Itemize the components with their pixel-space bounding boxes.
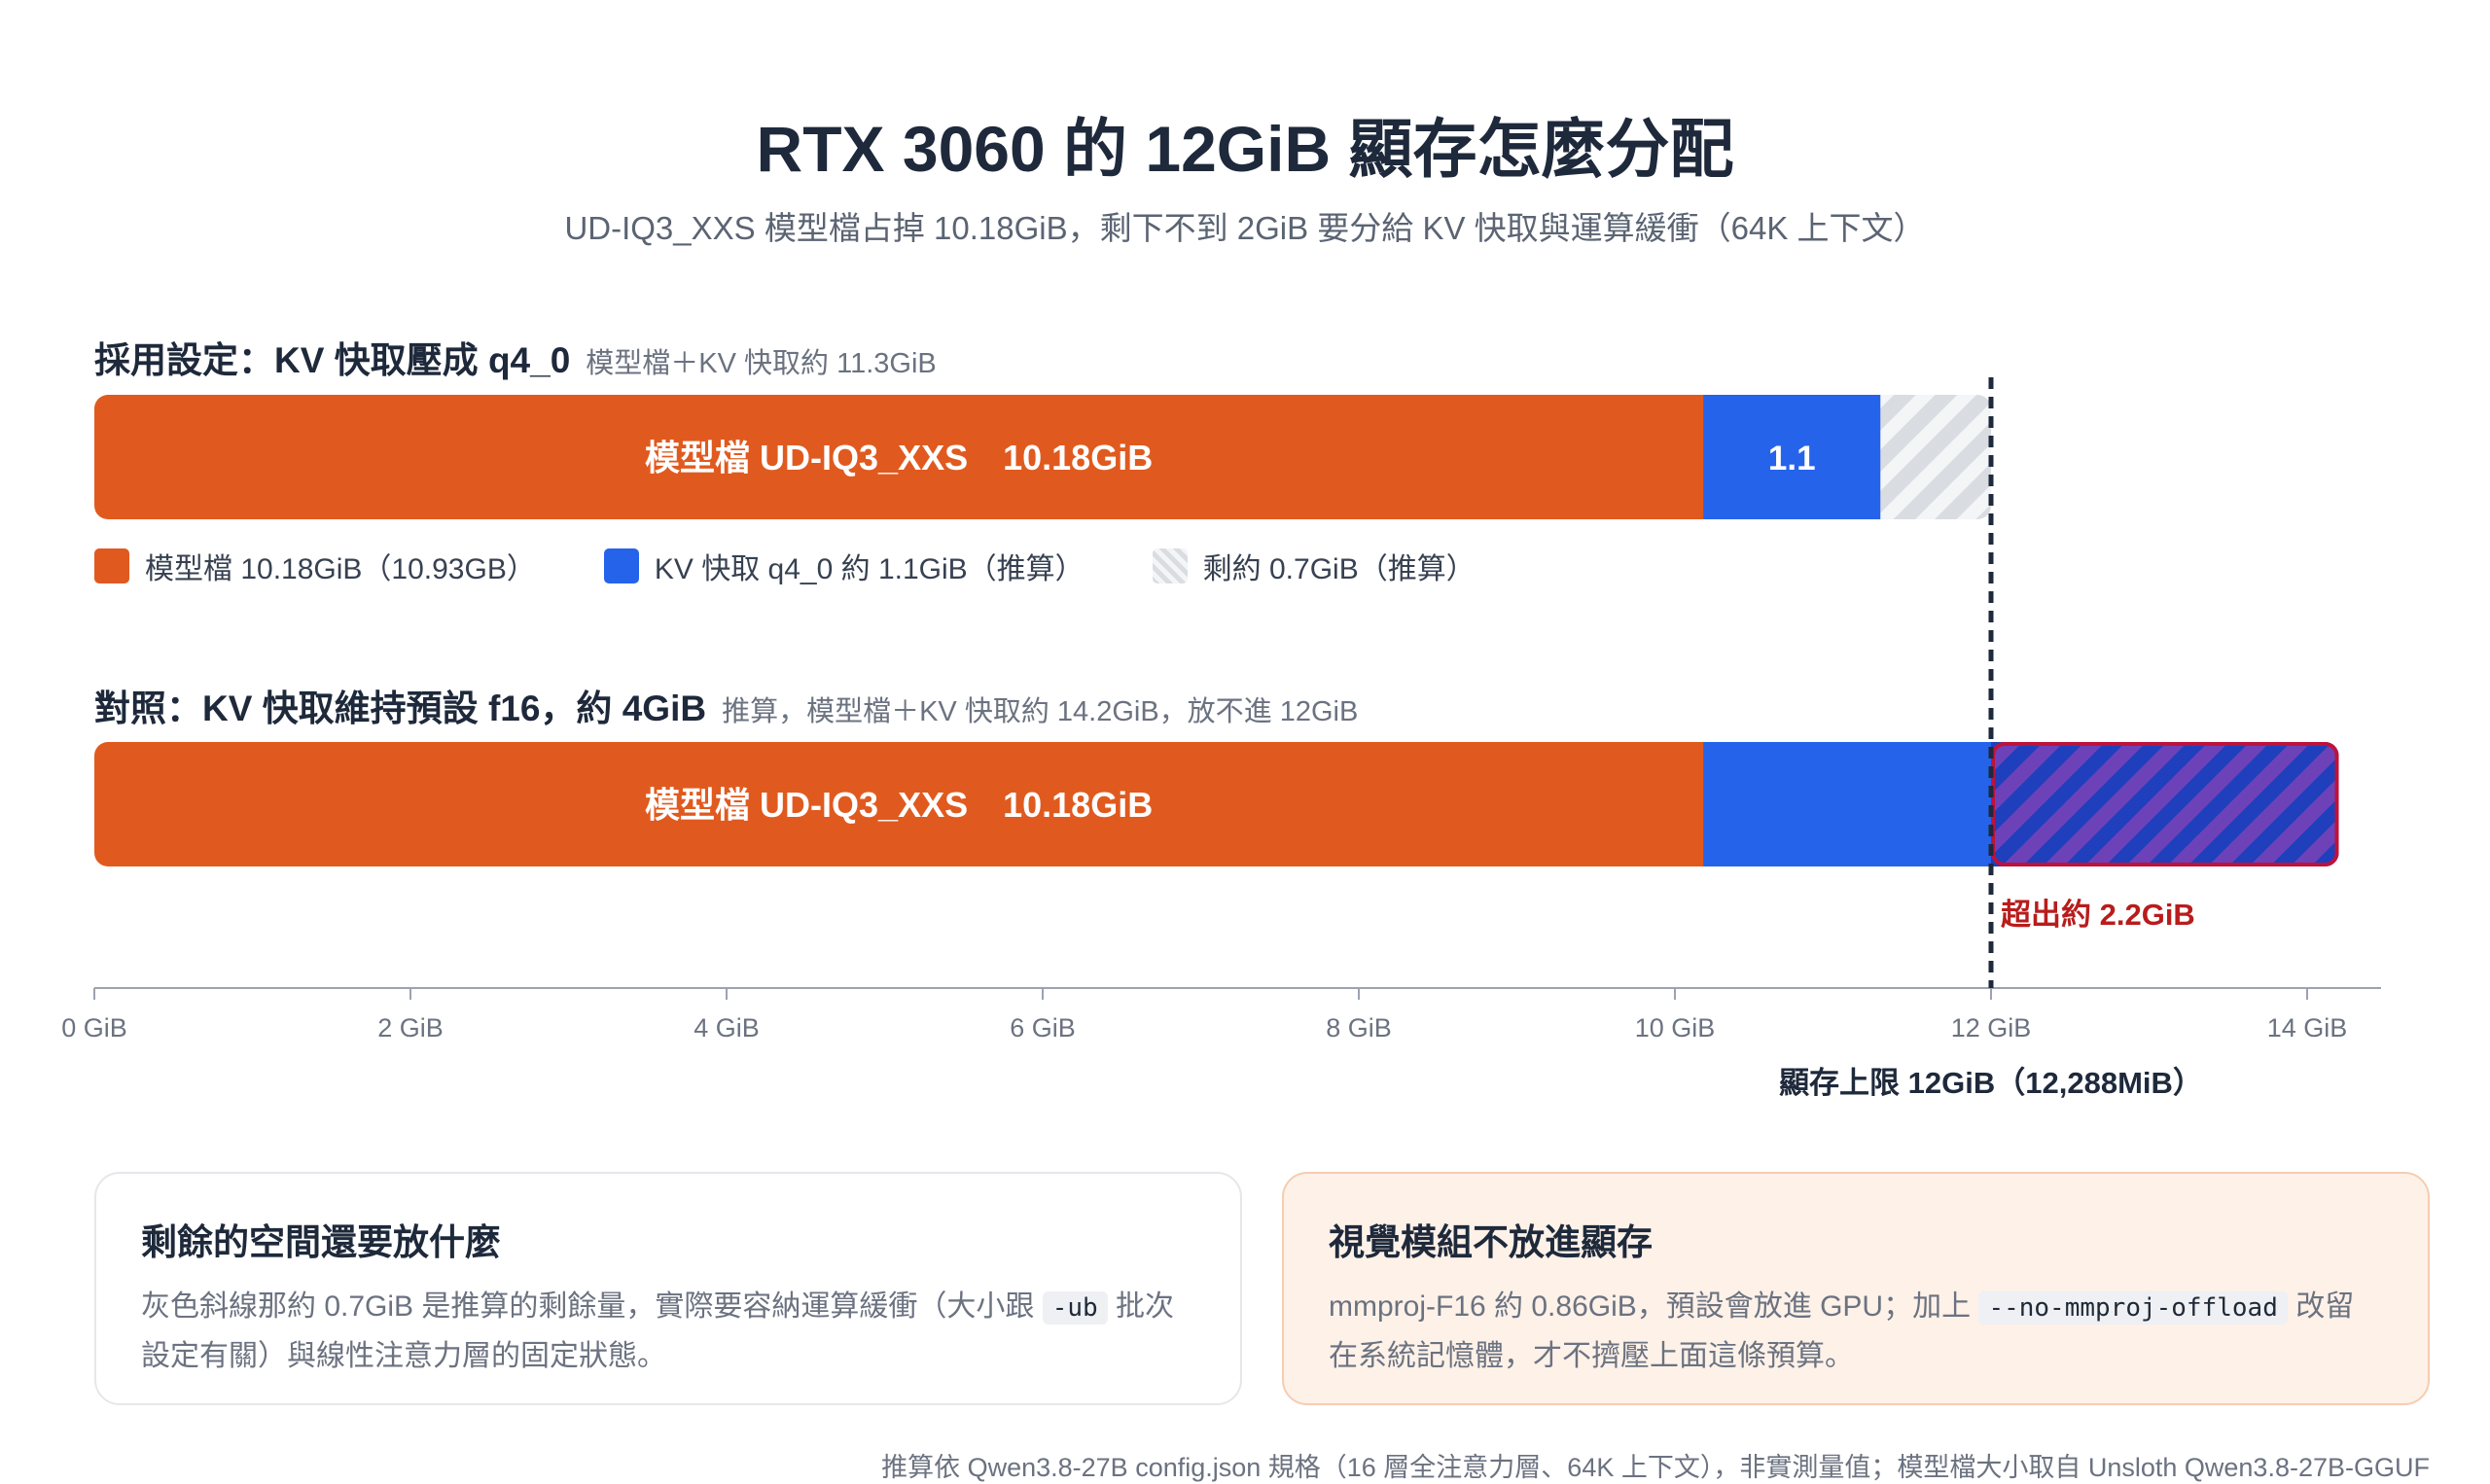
legend-item-model: 模型檔 10.18GiB（10.93GB） (94, 545, 536, 587)
card-vision-module-title: 視覺模組不放進顯存 (1329, 1222, 1653, 1262)
legend-item-kv: KV 快取 q4_0 約 1.1GiB（推算） (603, 545, 1085, 587)
bar-0-label-model: 模型檔 UD-IQ3_XXS 10.18GiB (645, 438, 1153, 477)
x-tick-label-12: 12 GiB (1951, 1013, 2032, 1042)
chart-subtitle: UD-IQ3_XXS 模型檔占掉 10.18GiB，剩下不到 2GiB 要分給 … (564, 210, 1926, 246)
legend-label-model: 模型檔 10.18GiB（10.93GB） (145, 553, 536, 585)
bar-1-segment-overflow (1991, 742, 2339, 866)
legend: 模型檔 10.18GiB（10.93GB） KV 快取 q4_0 約 1.1Gi… (94, 545, 1544, 587)
section-compare-note: 推算，模型檔＋KV 快取約 14.2GiB，放不進 12GiB (722, 696, 1359, 727)
overflow-note: 超出約 2.2GiB (2001, 898, 2195, 932)
bar-0-segment-kv (1703, 395, 1881, 519)
section-adopted-note: 模型檔＋KV 快取約 11.3GiB (586, 348, 937, 379)
x-tick-label-6: 6 GiB (1010, 1013, 1076, 1042)
section-compare-header: 對照：KV 快取維持預設 f16，約 4GiB 推算，模型檔＋KV 快取約 14.… (94, 679, 1358, 731)
legend-swatch-remaining (1152, 548, 1188, 583)
bar-0-label-kv: 1.1 (1768, 440, 1816, 477)
legend-label-kv: KV 快取 q4_0 約 1.1GiB（推算） (654, 553, 1085, 585)
x-axis: 0 GiB 2 GiB 4 GiB 6 GiB 8 GiB 10 GiB 12 GiB 14 … (61, 987, 2381, 1042)
card-remaining-space-body: 灰色斜線那約 0.7GiB 是推算的剩餘量，實際要容納運算緩衝（大小跟 -ub … (141, 1283, 1195, 1380)
chart-title: RTX 3060 的 12GiB 顯存怎麼分配 (756, 113, 1734, 185)
code-no-mmproj-offload: --no-mmproj-offload (1978, 1291, 2288, 1325)
section-compare-heading: 對照：KV 快取維持預設 f16，約 4GiB (94, 689, 707, 728)
card-remaining-space-title: 剩餘的空間還要放什麼 (141, 1222, 501, 1262)
card-remaining-space: 剩餘的空間還要放什麼 灰色斜線那約 0.7GiB 是推算的剩餘量，實際要容納運算… (94, 1172, 1242, 1405)
card-vision-module: 視覺模組不放進顯存 mmproj-F16 約 0.86GiB，預設會放進 GPU… (1282, 1172, 2430, 1405)
bar-1-segment-model (94, 742, 1704, 866)
vram-limit-label: 顯存上限 12GiB（12,288MiB） (1779, 1066, 2203, 1100)
bar-1-overflow-border (1991, 742, 2339, 866)
bar-0-segment-model (94, 395, 1704, 519)
card-remaining-space-text-2: 批次設定有關）與線性注意力層的固定狀態。 (141, 1290, 1175, 1372)
x-tick-label-14: 14 GiB (2267, 1013, 2348, 1042)
footnote: 推算依 Qwen3.8-27B config.json 規格（16 層全注意力層… (881, 1453, 2430, 1482)
bar-0 (94, 395, 1991, 519)
section-adopted-heading: 採用設定：KV 快取壓成 q4_0 (94, 340, 571, 380)
legend-swatch-kv (603, 548, 639, 583)
stacked-bar-chart: 模型檔 UD-IQ3_XXS 10.18GiB 1.1 模型檔 UD-IQ3_XXS… (61, 377, 2381, 1042)
card-remaining-space-text-1: 灰色斜線那約 0.7GiB 是推算的剩餘量，實際要容納運算緩衝（大小跟 (141, 1290, 1043, 1323)
x-tick-label-0: 0 GiB (61, 1013, 127, 1042)
legend-label-remaining: 剩約 0.7GiB（推算） (1202, 553, 1476, 585)
card-vision-module-body: mmproj-F16 約 0.86GiB，預設會放進 GPU；加上 --no-m… (1329, 1283, 2383, 1380)
section-adopted-header: 採用設定：KV 快取壓成 q4_0 模型檔＋KV 快取約 11.3GiB (94, 331, 937, 383)
legend-swatch-model (94, 548, 129, 583)
x-tick-label-2: 2 GiB (377, 1013, 444, 1042)
bar-1-label-model: 模型檔 UD-IQ3_XXS 10.18GiB (645, 785, 1153, 825)
card-vision-module-text-2: 改留在系統記憶體，才不擠壓上面這條預算。 (1329, 1290, 2355, 1372)
legend-item-remaining: 剩約 0.7GiB（推算） (1152, 545, 1476, 587)
x-tick-label-10: 10 GiB (1635, 1013, 1716, 1042)
x-tick-label-8: 8 GiB (1326, 1013, 1392, 1042)
bars: 模型檔 UD-IQ3_XXS 10.18GiB 1.1 模型檔 UD-IQ3_XXS… (94, 395, 2339, 866)
x-tick-label-4: 4 GiB (694, 1013, 760, 1042)
card-vision-module-text-1: mmproj-F16 約 0.86GiB，預設會放進 GPU；加上 (1329, 1290, 1979, 1323)
code-ub: -ub (1042, 1291, 1108, 1325)
bar-0-segment-remaining (1880, 395, 1991, 519)
bar-1-segment-kv (1703, 742, 1992, 866)
bar-1 (94, 742, 2339, 866)
